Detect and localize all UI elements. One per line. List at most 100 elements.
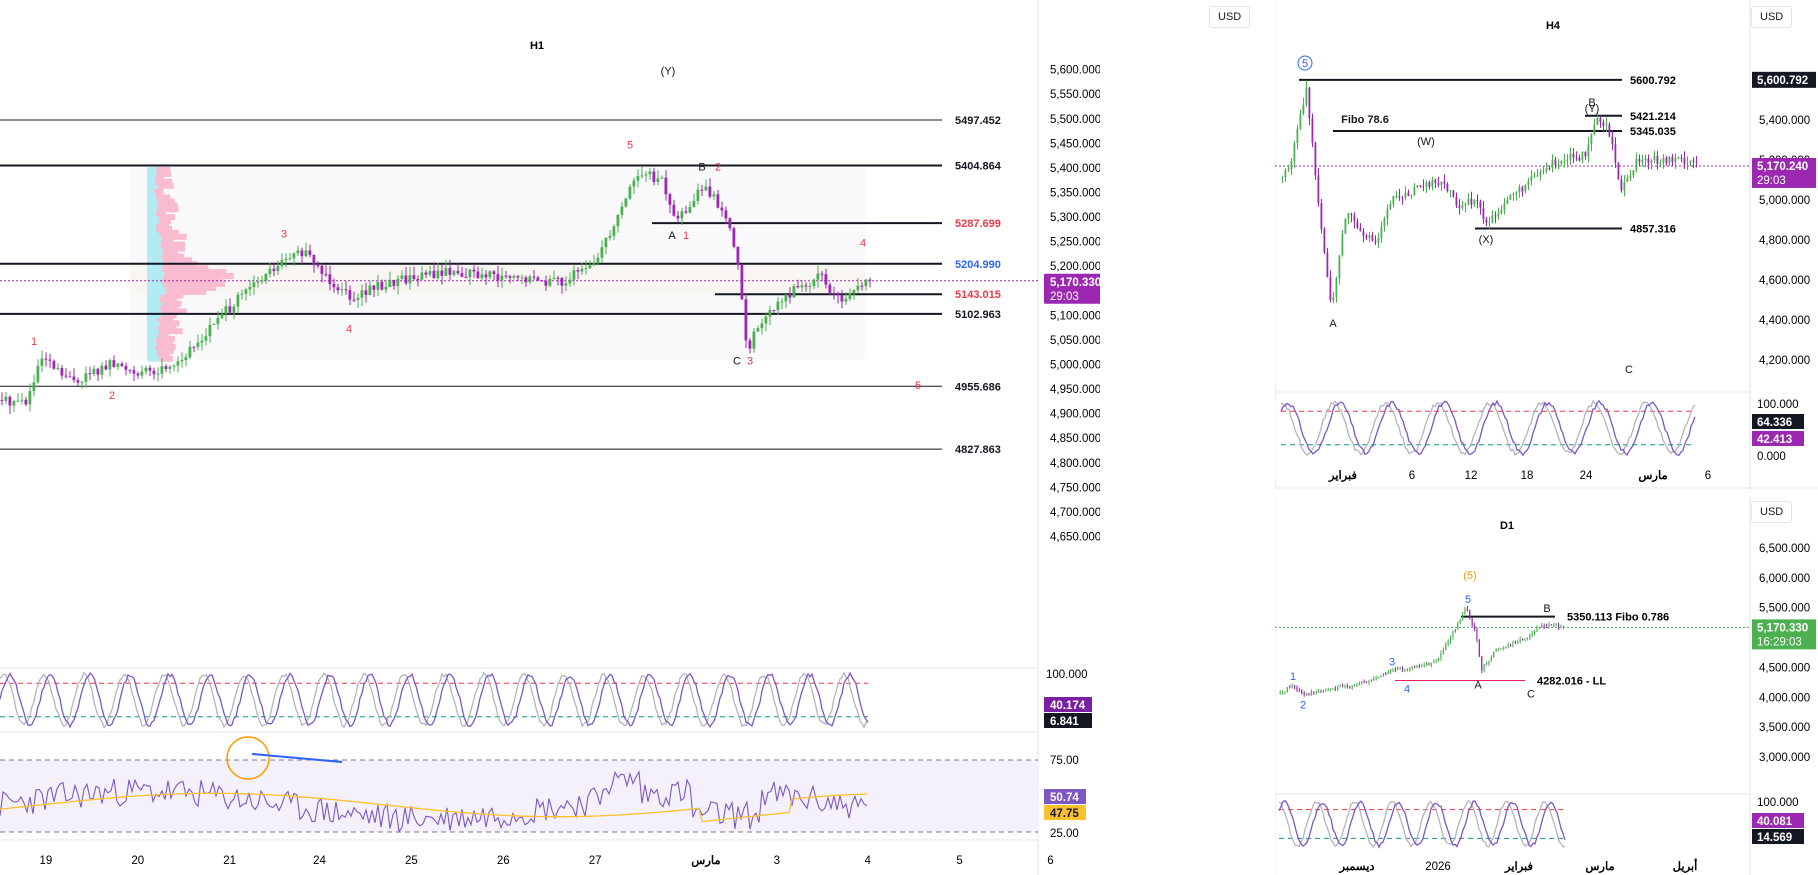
- d1-time-axis[interactable]: ديسمبر 2026 فبراير مارس أبريل: [1338, 858, 1697, 874]
- vp-sell-bar: [162, 249, 178, 256]
- h1-rsi-band: [0, 760, 1038, 832]
- vp-buy-bar: [148, 273, 164, 280]
- h1-candle: [32, 382, 36, 392]
- h1-candle: [612, 226, 616, 236]
- d1-candle: [1411, 666, 1413, 668]
- h1-candle: [816, 273, 820, 280]
- vp-buy-bar: [148, 186, 154, 193]
- h1-candle: [92, 368, 96, 375]
- d1-candle: [1423, 665, 1425, 667]
- price-tick-label: 5,050.000: [1050, 335, 1100, 347]
- h1-candle: [296, 250, 300, 254]
- h1-candle: [864, 279, 868, 287]
- h1-candle: [136, 373, 140, 376]
- h1-candle: [124, 366, 128, 370]
- h1-candle: [308, 250, 312, 255]
- h1-candle: [836, 294, 840, 296]
- vp-sell-bar: [157, 198, 175, 205]
- h4-candle: [1542, 170, 1545, 173]
- h1-candle: [404, 275, 408, 284]
- h4-candle: [1446, 183, 1449, 191]
- h1-candle: [304, 250, 308, 257]
- h1-rsi-tag-2: [1044, 805, 1086, 820]
- vp-sell-bar: [162, 265, 209, 272]
- vp-sell-bar: [161, 277, 223, 284]
- d1-candle: [1452, 632, 1454, 638]
- h1-candle: [204, 336, 208, 341]
- h1-divergence-line: [251, 753, 343, 763]
- d1-stoch-tag-1: [1752, 813, 1804, 828]
- h1-candle: [76, 380, 80, 383]
- h1-candle: [696, 189, 700, 201]
- vp-sell-bar: [156, 194, 171, 201]
- h4-candle: [1320, 203, 1323, 230]
- h4-candle: [1362, 231, 1365, 236]
- h4-candle: [1545, 167, 1548, 171]
- h1-candle: [648, 171, 652, 175]
- d1-candle: [1365, 682, 1368, 684]
- h4-stochastic-pane[interactable]: [1280, 399, 1696, 457]
- h1-candle: [396, 278, 400, 286]
- h1-price-axis[interactable]: 5,600.000 5,550.000 5,500.000 5,450.000 5,40…: [1050, 65, 1100, 544]
- h1-candle: [664, 177, 668, 195]
- h1-candle: [48, 359, 52, 361]
- d1-candle: [1284, 691, 1286, 693]
- h1-currency-button[interactable]: USD: [1209, 6, 1251, 28]
- h1-time-axis[interactable]: 19202124252627مارس34567: [40, 854, 1100, 868]
- h4-candle: [1344, 218, 1347, 234]
- h4-candle: [1482, 207, 1485, 220]
- time-tick-label: ديسمبر: [1338, 861, 1374, 874]
- h4-chart[interactable]: 5600.792 5421.214 5345.035 4857.316 5 Fibo 7…: [1275, 0, 1818, 490]
- h1-candle: [832, 292, 836, 295]
- vp-sell-bar: [156, 222, 170, 228]
- h1-candle: [300, 250, 304, 257]
- h4-candle: [1350, 213, 1353, 216]
- vp-buy-bar: [148, 210, 156, 217]
- vp-buy-bar: [148, 190, 156, 197]
- h4-candle: [1608, 124, 1611, 137]
- d1-candle: [1332, 688, 1334, 690]
- d1-stochastic-pane[interactable]: [1278, 799, 1566, 849]
- d1-candle: [1387, 672, 1389, 674]
- h1-candle: [384, 286, 388, 290]
- vp-sell-bar: [161, 233, 187, 240]
- d1-currency-button[interactable]: USD: [1751, 501, 1793, 523]
- h1-candle: [440, 270, 444, 276]
- vp-sell-bar: [156, 339, 174, 346]
- d1-candle: [1478, 640, 1480, 657]
- h4-price-axis[interactable]: 5,600.0005,400.0005,200.0005,000.0004,80…: [1759, 75, 1810, 367]
- d1-candle: [1404, 670, 1406, 672]
- h4-candle: [1632, 170, 1635, 176]
- h1-candle: [100, 365, 104, 375]
- h1-chart[interactable]: 5497.452 5404.864 5287.699 5204.990 5143.015…: [0, 0, 1100, 875]
- d1-chart[interactable]: 5350.113 Fibo 0.786 4282.016 - LL (5) 5 B 3 1…: [1275, 496, 1818, 875]
- h4-candle: [1620, 179, 1623, 191]
- d1-last-price-tag[interactable]: 5,170.330 16:29:03: [1752, 619, 1816, 650]
- h1-candle: [752, 331, 756, 349]
- d1-candle: [1382, 673, 1384, 676]
- h4-currency-button[interactable]: USD: [1751, 6, 1793, 28]
- d1-candle: [1298, 689, 1300, 691]
- h1-candle: [636, 176, 640, 181]
- d1-candle: [1481, 656, 1483, 671]
- h1-candle: [420, 272, 424, 280]
- h1-last-price-tag[interactable]: 5,170.330 29:03: [1044, 273, 1100, 304]
- d1-candle: [1377, 677, 1380, 679]
- h4-candle: [1353, 215, 1356, 222]
- h1-stochastic-pane[interactable]: [0, 671, 869, 730]
- h4-candle: [1503, 203, 1506, 210]
- h4-last-price-tag[interactable]: 5,170.240 29:03: [1752, 157, 1816, 188]
- h4-last-price: 5,170.240: [1757, 161, 1808, 173]
- h1-stoch-value-2: 6.841: [1050, 716, 1079, 728]
- h1-candle: [312, 254, 316, 266]
- h1-rsi-pane[interactable]: [0, 736, 1038, 833]
- vp-sell-bar: [159, 296, 177, 303]
- vp-sell-bar: [157, 202, 178, 209]
- h4-time-axis[interactable]: فبراير 6 12 18 24 مارس 6: [1328, 469, 1711, 483]
- d1-price-axis[interactable]: 6,500.0006,000.0005,500.0005,000.0004,50…: [1759, 543, 1810, 764]
- time-tick-label: مارس: [691, 854, 720, 868]
- h1-grid-dividers: [0, 0, 1039, 875]
- h1-candle: [840, 294, 844, 302]
- h4-candle: [1659, 162, 1662, 164]
- h1-rsi-tick-75: 75.00: [1050, 755, 1079, 767]
